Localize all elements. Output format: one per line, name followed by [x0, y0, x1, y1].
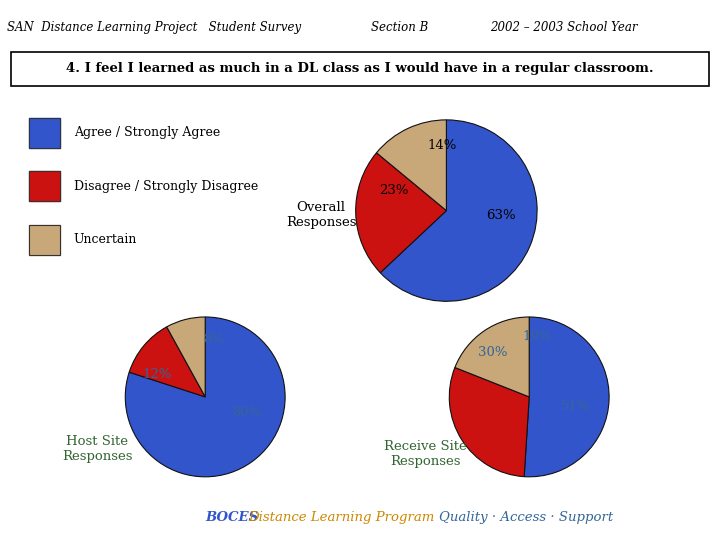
- Bar: [29, 225, 60, 255]
- Text: Section B: Section B: [371, 21, 428, 34]
- Bar: [29, 118, 60, 148]
- Text: Host Site
Responses: Host Site Responses: [62, 435, 132, 463]
- Text: 19%: 19%: [523, 330, 552, 343]
- Bar: [29, 225, 60, 255]
- Text: Quality · Access · Support: Quality · Access · Support: [439, 511, 613, 524]
- Wedge shape: [377, 120, 446, 211]
- Text: 12%: 12%: [143, 368, 172, 381]
- Text: Disagree / Strongly Disagree: Disagree / Strongly Disagree: [74, 180, 258, 193]
- Wedge shape: [449, 368, 529, 477]
- Text: 80%: 80%: [232, 407, 261, 420]
- Text: Distance Learning Program: Distance Learning Program: [248, 511, 435, 524]
- Bar: [29, 118, 60, 148]
- Wedge shape: [356, 153, 446, 273]
- Text: SAN  Distance Learning Project   Student Survey: SAN Distance Learning Project Student Su…: [7, 21, 302, 34]
- Text: Receive Site
Responses: Receive Site Responses: [384, 441, 467, 468]
- Text: BOCES: BOCES: [205, 511, 258, 524]
- Bar: [29, 171, 60, 201]
- Text: 63%: 63%: [486, 208, 516, 221]
- Text: Agree / Strongly Agree: Agree / Strongly Agree: [74, 126, 220, 139]
- Wedge shape: [167, 317, 205, 397]
- Wedge shape: [524, 317, 609, 477]
- Wedge shape: [129, 327, 205, 397]
- Wedge shape: [380, 120, 537, 301]
- Text: 2002 – 2003 School Year: 2002 – 2003 School Year: [490, 21, 637, 34]
- Text: 4. I feel I learned as much in a DL class as I would have in a regular classroom: 4. I feel I learned as much in a DL clas…: [66, 62, 654, 75]
- Text: 23%: 23%: [379, 184, 408, 197]
- Bar: [29, 171, 60, 201]
- Text: Uncertain: Uncertain: [74, 233, 138, 246]
- Text: 14%: 14%: [427, 139, 456, 152]
- Wedge shape: [125, 317, 285, 477]
- FancyBboxPatch shape: [11, 52, 709, 86]
- Text: 30%: 30%: [479, 347, 508, 360]
- Text: 51%: 51%: [561, 400, 590, 413]
- Text: Overall
Responses: Overall Responses: [286, 201, 356, 229]
- Text: 8%: 8%: [203, 333, 224, 346]
- Wedge shape: [455, 317, 529, 397]
